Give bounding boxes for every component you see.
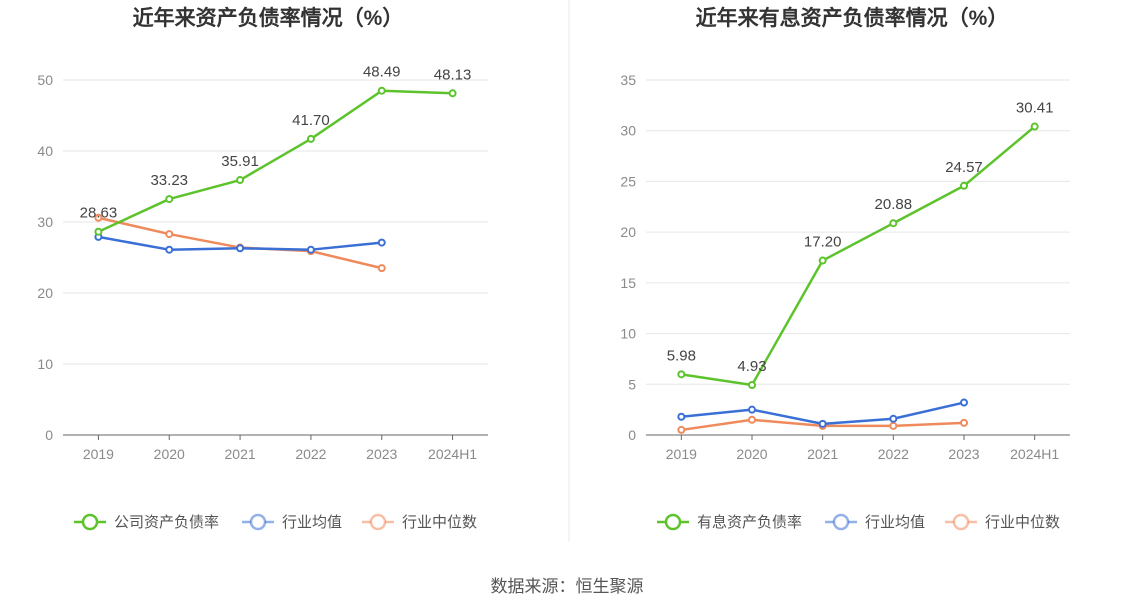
- x-tick-label: 2023: [948, 446, 979, 462]
- x-tick-label: 2020: [736, 446, 767, 462]
- interest-debt-ratio-company-data-label: 24.57: [945, 159, 983, 176]
- debt-ratio-company-data-label: 28.63: [80, 205, 118, 222]
- y-tick-label: 0: [628, 427, 636, 443]
- legend-label: 行业中位数: [985, 514, 1060, 531]
- y-tick-label: 0: [45, 427, 53, 443]
- y-tick-label: 40: [37, 143, 53, 159]
- legend-item-industry-median[interactable]: 行业中位数: [945, 513, 1060, 531]
- debt-ratio-company-data-label: 33.23: [150, 172, 188, 189]
- debt-ratio-industry-avg-point[interactable]: [377, 238, 386, 247]
- interest-debt-ratio-company-point[interactable]: [748, 380, 756, 389]
- debt-ratio-company-point[interactable]: [165, 195, 174, 204]
- legend-label: 有息资产负债率: [697, 514, 802, 531]
- interest-debt-ratio-industry-avg-point[interactable]: [960, 398, 968, 407]
- legend-label: 公司资产负债率: [114, 514, 219, 531]
- debt-ratio-company-point[interactable]: [94, 227, 103, 236]
- interest-debt-ratio-industry-median-point[interactable]: [748, 415, 756, 424]
- interest-debt-ratio-company-data-label: 30.41: [1016, 100, 1054, 117]
- y-tick-label: 50: [37, 72, 53, 88]
- interest-debt-ratio-industry-median-point[interactable]: [960, 418, 968, 427]
- interest-debt-ratio-industry-avg-point[interactable]: [818, 419, 827, 428]
- debt-ratio-industry-avg-point[interactable]: [165, 245, 174, 254]
- legend-circle-marker: [664, 513, 682, 531]
- debt-ratio-chart: 近年来资产负债率情况（%） 0 10 20 30 40 50 2019 2020 2021 202…: [37, 6, 488, 531]
- y-tick-label: 25: [620, 173, 636, 189]
- legend-label: 行业中位数: [402, 514, 477, 531]
- legend-label: 行业均值: [865, 514, 925, 531]
- y-tick-label: 30: [620, 123, 636, 139]
- interest-debt-ratio-industry-avg-point[interactable]: [889, 414, 898, 423]
- x-tick-label: 2019: [83, 446, 114, 462]
- x-tick-label: 2019: [666, 446, 697, 462]
- x-tick-label: 2024H1: [1010, 446, 1059, 462]
- legend-item-industry-median[interactable]: 行业中位数: [362, 513, 477, 531]
- x-tick-label: 2024H1: [428, 446, 477, 462]
- x-tick-label: 2023: [366, 446, 397, 462]
- y-tick-label: 5: [628, 376, 636, 392]
- debt-ratio-industry-avg-point[interactable]: [236, 244, 245, 253]
- debt-ratio-industry-median-line: [98, 216, 383, 270]
- debt-ratio-company-line: [97, 89, 453, 233]
- x-tick-label: 2020: [154, 446, 185, 462]
- interest-debt-ratio-company-data-label: 4.93: [737, 358, 766, 375]
- debt-ratio-industry-median-point[interactable]: [165, 230, 174, 239]
- legend-circle-marker: [952, 513, 970, 531]
- legend-item-industry-avg[interactable]: 行业均值: [242, 513, 342, 531]
- y-tick-label: 20: [620, 224, 636, 240]
- debt-ratio-industry-median-point[interactable]: [377, 264, 386, 273]
- debt-ratio-industry-avg-point[interactable]: [306, 245, 315, 254]
- debt-ratio-company-point[interactable]: [236, 176, 245, 185]
- y-tick-label: 10: [620, 326, 636, 342]
- interest-debt-ratio-company-point[interactable]: [889, 219, 898, 228]
- interest-bearing-debt-ratio-chart-title: 近年来有息资产负债率情况（%）: [696, 6, 1009, 30]
- interest-bearing-debt-ratio-chart: 近年来有息资产负债率情况（%） 0 5 10 15 20 25 30 35 2019 2020 20…: [620, 6, 1070, 531]
- legend-circle-marker: [369, 513, 387, 531]
- interest-debt-ratio-company-point[interactable]: [677, 370, 686, 379]
- y-tick-label: 30: [37, 214, 53, 230]
- y-tick-label: 20: [37, 285, 53, 301]
- debt-ratio-company-data-label: 35.91: [221, 153, 259, 170]
- y-tick-label: 10: [37, 356, 53, 372]
- legend-item-company[interactable]: 公司资产负债率: [74, 513, 219, 531]
- interest-debt-ratio-industry-avg-point[interactable]: [748, 405, 756, 414]
- x-tick-label: 2021: [807, 446, 838, 462]
- interest-debt-ratio-industry-median-point[interactable]: [889, 421, 898, 430]
- interest-debt-ratio-company-point[interactable]: [818, 256, 827, 265]
- y-tick-label: 35: [620, 72, 636, 88]
- debt-ratio-company-data-label: 48.49: [363, 64, 401, 81]
- legend-circle-marker: [81, 513, 99, 531]
- legend-circle-marker: [832, 513, 850, 531]
- interest-debt-ratio-industry-median-point[interactable]: [677, 425, 686, 434]
- interest-debt-ratio-company-data-label: 5.98: [667, 347, 696, 364]
- interest-debt-ratio-company-data-label: 20.88: [875, 196, 913, 213]
- debt-ratio-chart-title: 近年来资产负债率情况（%）: [133, 6, 404, 30]
- legend-item-industry-avg[interactable]: 行业均值: [825, 513, 925, 531]
- debt-ratio-industry-median-point[interactable]: [94, 213, 103, 222]
- y-tick-label: 15: [620, 275, 636, 291]
- legend-label: 行业均值: [282, 514, 342, 531]
- interest-debt-ratio-industry-avg-point[interactable]: [677, 412, 686, 421]
- x-tick-label: 2022: [878, 446, 909, 462]
- debt-ratio-company-data-label: 41.70: [292, 112, 330, 129]
- debt-ratio-company-point[interactable]: [306, 134, 315, 143]
- x-tick-label: 2022: [295, 446, 326, 462]
- legend-circle-marker: [249, 513, 267, 531]
- interest-debt-ratio-company-point[interactable]: [1030, 122, 1039, 131]
- data-source-note: 数据来源：恒生聚源: [491, 577, 644, 596]
- debt-ratio-company-data-label: 48.13: [434, 66, 472, 83]
- debt-ratio-company-point[interactable]: [377, 86, 386, 95]
- interest-debt-ratio-company-line: [681, 125, 1036, 387]
- interest-debt-ratio-company-point[interactable]: [960, 181, 968, 190]
- debt-ratio-company-point[interactable]: [448, 89, 457, 98]
- interest-debt-ratio-company-data-label: 17.20: [804, 234, 842, 251]
- legend-item-company[interactable]: 有息资产负债率: [657, 513, 802, 531]
- x-tick-label: 2021: [225, 446, 256, 462]
